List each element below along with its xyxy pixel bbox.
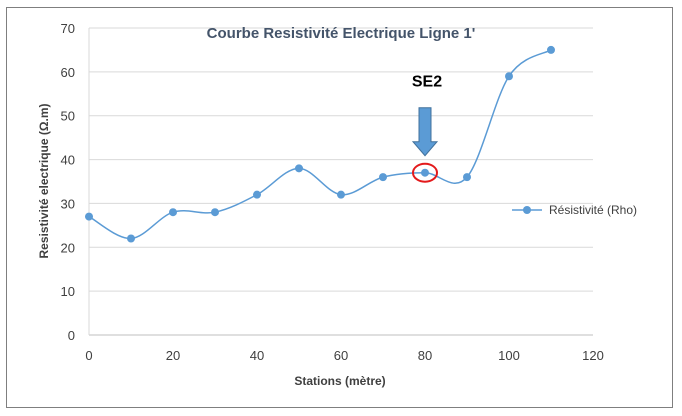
data-point-90 (463, 173, 471, 182)
down-arrow-icon (411, 107, 439, 157)
axes (88, 28, 593, 336)
x-tick-label-120: 120 (582, 348, 604, 363)
y-tick-label-0: 0 (68, 328, 75, 343)
chart-title: Courbe Resistivité Electrique Ligne 1' (207, 25, 476, 42)
legend-label: Résistivité (Rho) (549, 203, 637, 217)
data-point-20 (169, 208, 177, 217)
tick-labels: 0 10 20 30 40 50 60 70 0 20 40 60 80 100 120 (61, 21, 604, 363)
data-point-80 (421, 168, 429, 177)
data-point-40 (253, 190, 261, 199)
chart-frame (6, 7, 673, 408)
data-point-70 (379, 173, 387, 182)
data-point-0 (85, 212, 93, 221)
annotation-circle (412, 162, 438, 183)
data-point-110 (547, 45, 555, 54)
annotation-label: SE2 (412, 74, 442, 91)
gridlines (89, 27, 593, 292)
data-point-100 (505, 72, 513, 81)
x-tick-label-80: 80 (418, 348, 432, 363)
series-layer (85, 45, 555, 243)
annotation-layer: SE2 (411, 74, 442, 183)
x-tick-label-0: 0 (85, 348, 92, 363)
x-tick-label-100: 100 (498, 348, 520, 363)
y-tick-label-20: 20 (61, 240, 75, 255)
legend: Résistivité (Rho) (512, 203, 637, 217)
x-tick-label-60: 60 (334, 348, 348, 363)
data-point-60 (337, 190, 345, 199)
x-tick-label-40: 40 (250, 348, 264, 363)
y-tick-label-30: 30 (61, 196, 75, 211)
y-tick-label-40: 40 (61, 153, 75, 168)
y-tick-label-70: 70 (61, 21, 75, 36)
x-tick-label-20: 20 (166, 348, 180, 363)
y-tick-label-10: 10 (61, 284, 75, 299)
data-point-30 (211, 208, 219, 217)
y-axis-title: Resistivité electrique (Ω.m) (37, 103, 51, 258)
y-tick-label-60: 60 (61, 65, 75, 80)
data-point-10 (127, 234, 135, 243)
y-tick-label-50: 50 (61, 109, 75, 124)
legend-marker (523, 206, 531, 214)
x-axis-title: Stations (mètre) (294, 374, 385, 388)
data-point-50 (295, 164, 303, 173)
series-line-0 (88, 49, 552, 240)
